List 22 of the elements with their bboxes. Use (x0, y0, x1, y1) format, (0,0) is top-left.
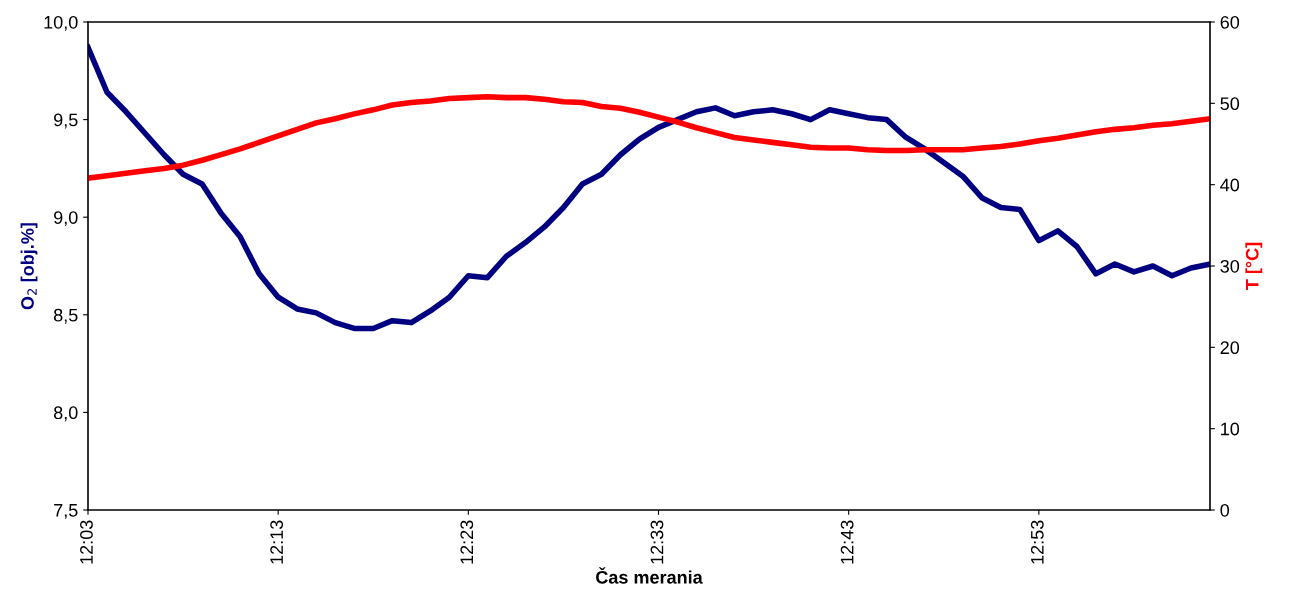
y-tick-label: 9,5 (54, 113, 78, 129)
x-tick-label: 12:13 (270, 520, 284, 564)
y2-tick-label: 10 (1221, 422, 1240, 436)
y2-tick-label: 0 (1220, 503, 1230, 517)
y-tick-label: 7,5 (54, 504, 78, 519)
y-tick-label: 10,0 (44, 15, 78, 31)
y2-axis-title: T [°C] (1245, 242, 1263, 290)
x-tick-label: 12:03 (80, 520, 93, 564)
y2-tick-label: 40 (1220, 178, 1240, 192)
y-axis-title: O$_{2}$ [obj.%] (20, 223, 38, 310)
x-axis-title: Čas merania (596, 567, 703, 584)
x-tick-label: 12:23 (460, 520, 474, 564)
y2-tick-label: 30 (1220, 259, 1240, 273)
y-tick-label: 9,0 (54, 211, 78, 227)
y2-tick-label: 50 (1220, 97, 1240, 111)
y-tick-label: 8,0 (53, 406, 78, 422)
y2-tick-label: 20 (1220, 341, 1240, 355)
x-tick-label: 12:53 (1030, 520, 1044, 564)
x-tick-label: 12:43 (840, 520, 854, 564)
x-tick-label: 12:33 (650, 520, 664, 564)
y2-tick-label: 60 (1220, 15, 1240, 29)
y-tick-label: 8,5 (53, 308, 78, 324)
